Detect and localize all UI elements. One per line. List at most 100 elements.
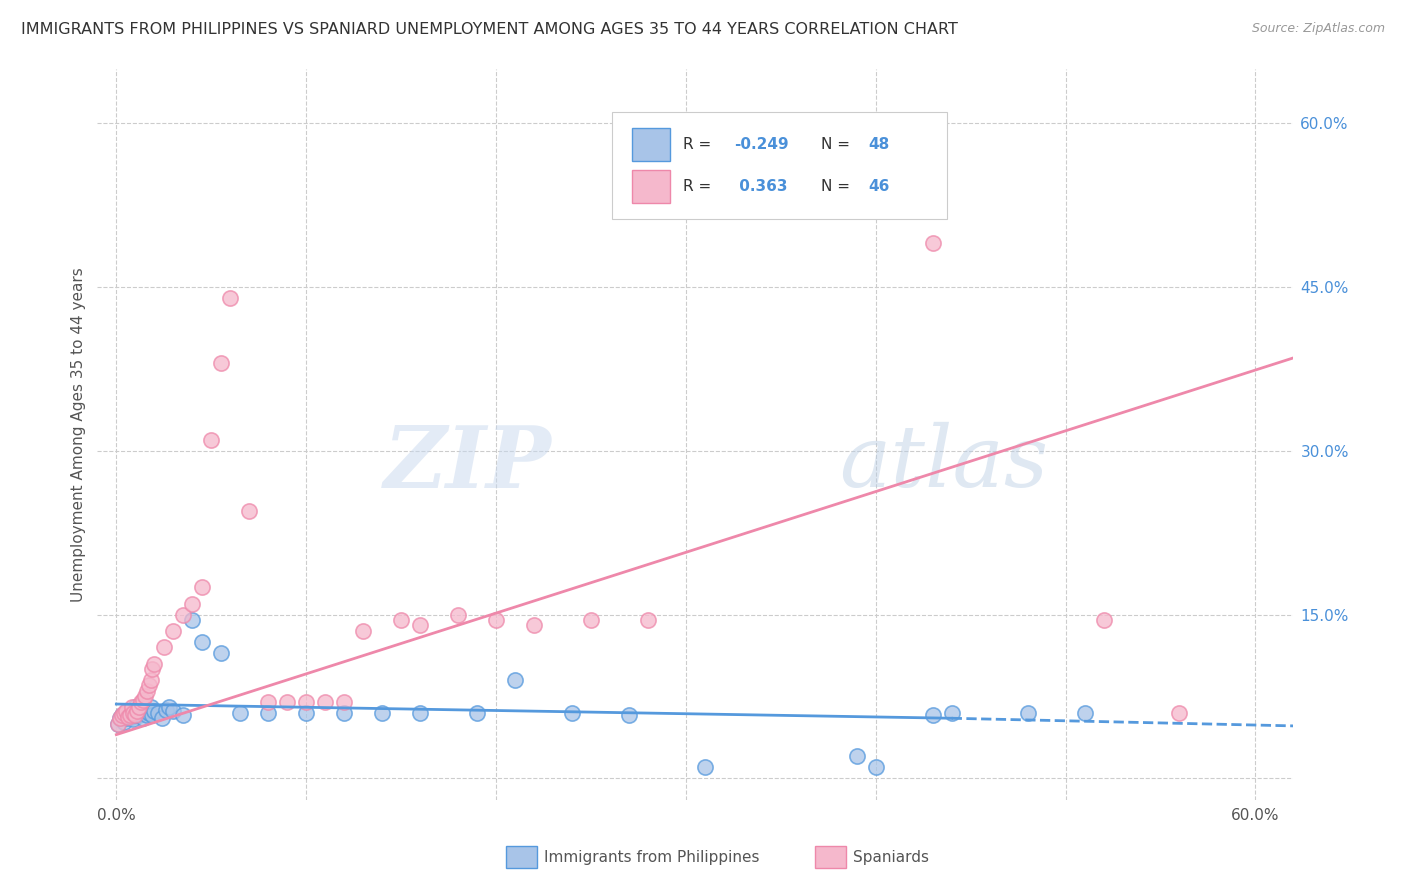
- Point: [561, 706, 583, 720]
- Point: [238, 504, 260, 518]
- Point: [114, 704, 136, 718]
- Point: [108, 711, 131, 725]
- Point: [108, 711, 131, 725]
- Point: [143, 657, 166, 671]
- Point: [257, 695, 280, 709]
- Point: [409, 618, 432, 632]
- Point: [295, 706, 318, 720]
- FancyBboxPatch shape: [631, 170, 671, 203]
- Text: 46: 46: [869, 179, 890, 194]
- Point: [150, 711, 173, 725]
- Point: [827, 127, 849, 141]
- Point: [127, 704, 149, 718]
- Point: [191, 635, 214, 649]
- Point: [128, 700, 150, 714]
- Text: Source: ZipAtlas.com: Source: ZipAtlas.com: [1251, 22, 1385, 36]
- Point: [118, 708, 141, 723]
- Point: [141, 708, 163, 723]
- Text: N =: N =: [821, 136, 855, 152]
- Text: 0.363: 0.363: [734, 179, 787, 194]
- Point: [941, 706, 963, 720]
- Point: [134, 704, 156, 718]
- Point: [200, 433, 222, 447]
- Text: ZIP: ZIP: [384, 422, 551, 506]
- Point: [111, 708, 134, 723]
- Y-axis label: Unemployment Among Ages 35 to 44 years: Unemployment Among Ages 35 to 44 years: [72, 267, 86, 602]
- Point: [107, 716, 129, 731]
- Point: [162, 624, 184, 638]
- Point: [146, 706, 169, 720]
- Point: [637, 613, 659, 627]
- Point: [333, 706, 356, 720]
- Point: [209, 356, 232, 370]
- Point: [389, 613, 412, 627]
- Point: [295, 695, 318, 709]
- Point: [865, 760, 887, 774]
- Text: R =: R =: [683, 136, 717, 152]
- Point: [121, 700, 143, 714]
- Point: [122, 712, 145, 726]
- Point: [135, 708, 157, 723]
- Point: [333, 695, 356, 709]
- Point: [162, 704, 184, 718]
- Point: [371, 706, 394, 720]
- Point: [124, 708, 146, 723]
- Point: [117, 708, 139, 723]
- Point: [921, 708, 943, 723]
- Point: [114, 706, 136, 720]
- Text: Immigrants from Philippines: Immigrants from Philippines: [544, 850, 759, 864]
- Point: [257, 706, 280, 720]
- Point: [409, 706, 432, 720]
- Point: [352, 624, 374, 638]
- Point: [503, 673, 526, 687]
- Point: [693, 760, 716, 774]
- Point: [112, 706, 135, 720]
- Point: [128, 708, 150, 723]
- Point: [447, 607, 470, 622]
- Point: [143, 704, 166, 718]
- Point: [134, 690, 156, 704]
- Point: [219, 291, 242, 305]
- Point: [1017, 706, 1039, 720]
- Point: [138, 678, 160, 692]
- Point: [617, 708, 640, 723]
- Point: [112, 714, 135, 729]
- Point: [121, 710, 143, 724]
- Point: [465, 706, 488, 720]
- Text: IMMIGRANTS FROM PHILIPPINES VS SPANIARD UNEMPLOYMENT AMONG AGES 35 TO 44 YEARS C: IMMIGRANTS FROM PHILIPPINES VS SPANIARD …: [21, 22, 957, 37]
- Point: [141, 662, 163, 676]
- Point: [114, 711, 136, 725]
- Point: [139, 700, 162, 714]
- Text: atlas: atlas: [839, 422, 1047, 505]
- Point: [191, 580, 214, 594]
- Text: Spaniards: Spaniards: [853, 850, 929, 864]
- Point: [139, 673, 162, 687]
- Point: [172, 607, 194, 622]
- FancyBboxPatch shape: [631, 128, 671, 161]
- Point: [155, 702, 177, 716]
- Point: [579, 613, 602, 627]
- Point: [129, 695, 152, 709]
- Point: [159, 700, 181, 714]
- Text: -0.249: -0.249: [734, 136, 789, 152]
- Point: [135, 684, 157, 698]
- Point: [523, 618, 546, 632]
- Point: [209, 646, 232, 660]
- Text: R =: R =: [683, 179, 717, 194]
- Point: [122, 706, 145, 720]
- Point: [921, 236, 943, 251]
- Point: [124, 708, 146, 723]
- Point: [132, 711, 155, 725]
- Point: [111, 708, 134, 723]
- Text: 48: 48: [869, 136, 890, 152]
- Point: [276, 695, 298, 709]
- Point: [107, 716, 129, 731]
- Point: [181, 597, 204, 611]
- Point: [229, 706, 252, 720]
- Point: [129, 706, 152, 720]
- Point: [845, 749, 868, 764]
- Point: [127, 704, 149, 718]
- Point: [132, 692, 155, 706]
- Text: N =: N =: [821, 179, 855, 194]
- Point: [1092, 613, 1115, 627]
